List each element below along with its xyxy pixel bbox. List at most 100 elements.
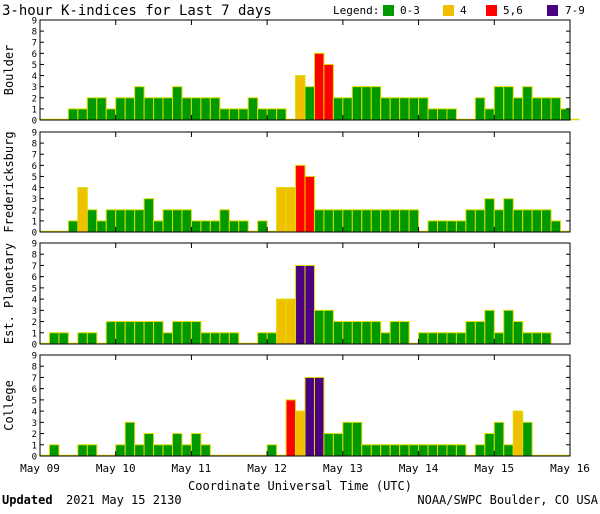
y-tick-label: 7 — [32, 374, 37, 384]
kp-bar — [493, 421, 505, 457]
kp-bar — [77, 332, 88, 345]
kp-bar — [200, 220, 211, 233]
legend-swatch-7-9 — [547, 5, 558, 16]
kp-bar — [446, 444, 457, 457]
kp-bar — [342, 421, 353, 457]
kp-bar — [389, 97, 401, 121]
kp-bar — [522, 209, 533, 233]
y-tick-label: 8 — [32, 363, 37, 373]
kp-bar — [408, 97, 420, 121]
kp-bar — [351, 209, 363, 233]
station-label: College — [2, 380, 16, 431]
kp-bar — [115, 444, 126, 457]
kp-bar — [351, 321, 363, 345]
kp-bar — [86, 209, 98, 233]
kp-bar — [484, 433, 495, 457]
kp-bar — [522, 86, 533, 121]
kp-bar — [323, 63, 334, 121]
kp-bar — [531, 97, 543, 121]
legend-item-5-6: 5,6 — [503, 4, 523, 17]
kp-bar — [418, 97, 429, 121]
kp-bar — [124, 321, 136, 345]
kp-bar — [550, 97, 562, 121]
kp-bar — [200, 332, 211, 345]
y-tick-label: 3 — [32, 195, 37, 205]
kp-bar — [276, 187, 287, 233]
kp-bar — [276, 108, 287, 121]
kp-bar — [134, 209, 145, 233]
kp-bar — [437, 108, 448, 121]
panel-frame — [39, 19, 571, 121]
kp-bar — [285, 187, 297, 233]
kp-bar — [389, 209, 401, 233]
x-tick-label: May 09 — [20, 462, 60, 475]
kp-bar — [399, 444, 410, 457]
y-tick-label: 4 — [32, 184, 37, 194]
y-tick-label: 8 — [32, 251, 37, 261]
kp-bar — [361, 444, 372, 457]
kp-bar — [361, 321, 372, 345]
kp-bar — [96, 97, 107, 121]
kp-bar — [304, 86, 315, 121]
y-tick-label: 8 — [32, 140, 37, 150]
kp-bar — [200, 97, 211, 121]
kp-bar — [484, 108, 495, 121]
kp-bar — [209, 332, 221, 345]
kp-bar — [153, 97, 164, 121]
legend-swatch-4 — [443, 5, 454, 16]
kp-bar — [323, 209, 334, 233]
kp-bar — [332, 97, 344, 121]
kp-bar — [427, 108, 438, 121]
kp-bar — [124, 421, 136, 457]
kp-bar — [143, 433, 155, 457]
y-tick-label: 1 — [32, 105, 37, 115]
kp-bar — [172, 321, 183, 345]
kp-bar — [342, 97, 353, 121]
kp-bar — [503, 309, 514, 345]
kp-bar — [493, 86, 505, 121]
y-tick-label: 2 — [32, 430, 37, 440]
kp-bar — [124, 97, 136, 121]
kp-bar — [323, 309, 334, 345]
kp-bar — [77, 108, 88, 121]
kp-bar — [512, 410, 524, 457]
kp-bar — [512, 321, 524, 345]
y-tick-label: 3 — [32, 83, 37, 93]
y-tick-label: 1 — [32, 217, 37, 227]
kp-bar — [190, 433, 202, 457]
kp-bar — [162, 209, 174, 233]
kp-bar — [124, 209, 136, 233]
station-label: Boulder — [2, 45, 16, 96]
kp-bar — [531, 209, 543, 233]
kp-bar — [134, 444, 145, 457]
kp-bar — [493, 332, 505, 345]
kp-bar — [503, 86, 514, 121]
kp-bar — [408, 209, 420, 233]
kp-bar — [522, 421, 533, 457]
kp-bar — [503, 444, 514, 457]
kp-bar — [172, 86, 183, 121]
kp-bar — [446, 332, 457, 345]
kp-bar — [437, 332, 448, 345]
kp-bar — [172, 209, 183, 233]
kp-bar — [465, 321, 476, 345]
kp-bar — [295, 164, 306, 233]
kp-bar — [304, 175, 315, 233]
kp-bar — [427, 332, 438, 345]
kp-bar — [143, 321, 155, 345]
kp-bar — [313, 309, 325, 345]
x-tick-label: May 13 — [323, 462, 363, 475]
kp-bar — [370, 86, 382, 121]
kp-bar — [342, 321, 353, 345]
kp-bar — [115, 321, 126, 345]
y-tick-label: 2 — [32, 318, 37, 328]
kp-bar — [474, 209, 486, 233]
kp-bar — [67, 220, 79, 233]
y-tick-label: 4 — [32, 296, 37, 306]
y-tick-label: 2 — [32, 94, 37, 104]
y-tick-label: 4 — [32, 408, 37, 418]
kp-bar — [190, 97, 202, 121]
